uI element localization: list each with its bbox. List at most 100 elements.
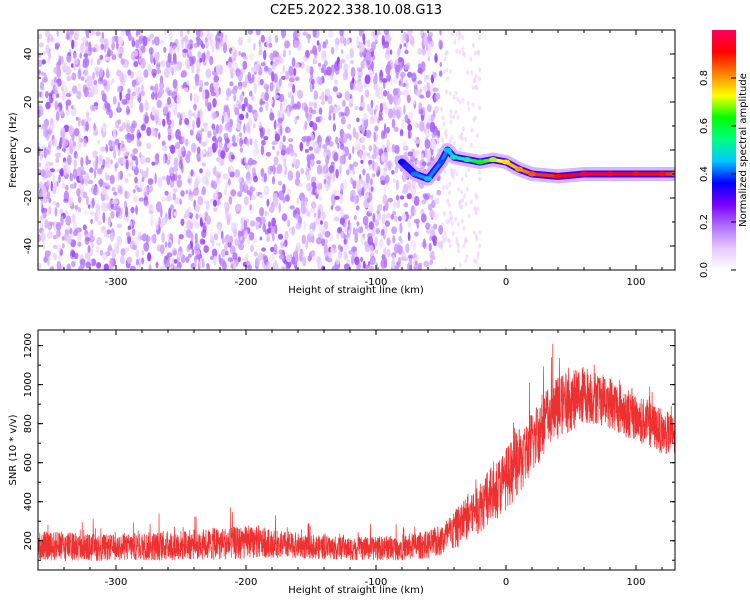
noise-blob bbox=[59, 169, 64, 176]
noise-blob bbox=[398, 215, 402, 222]
noise-blob bbox=[177, 237, 181, 246]
noise-blob bbox=[121, 30, 125, 36]
noise-blob bbox=[141, 257, 145, 265]
noise-blob bbox=[220, 150, 226, 160]
noise-blob bbox=[332, 86, 338, 93]
noise-blob bbox=[461, 50, 465, 56]
noise-blob bbox=[215, 64, 220, 74]
noise-blob bbox=[234, 169, 241, 178]
noise-blob bbox=[191, 55, 196, 64]
noise-blob bbox=[48, 197, 52, 204]
noise-blob bbox=[78, 117, 81, 127]
noise-blob bbox=[456, 248, 460, 254]
noise-blob bbox=[126, 231, 131, 238]
noise-blob bbox=[83, 138, 87, 148]
noise-blob bbox=[325, 136, 330, 146]
noise-blob bbox=[471, 43, 475, 48]
noise-blob bbox=[443, 231, 447, 237]
noise-blob bbox=[306, 173, 311, 179]
noise-blob bbox=[329, 105, 334, 114]
noise-blob bbox=[42, 242, 45, 250]
noise-blob bbox=[224, 34, 228, 44]
snr-xtick-label: -200 bbox=[235, 577, 258, 588]
noise-blob bbox=[242, 184, 249, 194]
noise-blob bbox=[408, 111, 414, 120]
noise-blob bbox=[434, 105, 439, 113]
noise-blob bbox=[245, 112, 249, 119]
noise-blob bbox=[258, 252, 263, 261]
noise-blob bbox=[444, 235, 448, 241]
noise-blob bbox=[127, 88, 131, 95]
noise-blob bbox=[397, 257, 401, 268]
noise-blob bbox=[148, 210, 154, 215]
noise-blob bbox=[179, 120, 182, 126]
noise-blob bbox=[441, 115, 445, 121]
noise-blob bbox=[102, 226, 105, 231]
noise-blob bbox=[392, 178, 396, 184]
noise-blob bbox=[250, 244, 254, 253]
noise-blob bbox=[127, 225, 131, 231]
noise-blob bbox=[49, 122, 56, 130]
noise-blob bbox=[100, 43, 105, 50]
noise-blob bbox=[237, 256, 241, 263]
noise-blob bbox=[411, 180, 416, 189]
noise-blob bbox=[191, 248, 195, 256]
noise-blob bbox=[41, 51, 46, 56]
noise-blob bbox=[358, 106, 364, 111]
noise-blob bbox=[117, 36, 123, 46]
noise-blob bbox=[335, 38, 339, 43]
noise-blob bbox=[351, 145, 355, 155]
noise-blob bbox=[172, 265, 176, 270]
noise-blob bbox=[172, 249, 177, 256]
noise-blob bbox=[399, 91, 403, 96]
noise-blob bbox=[189, 92, 193, 102]
noise-blob bbox=[205, 202, 210, 211]
noise-blob bbox=[318, 196, 322, 201]
noise-blob bbox=[104, 56, 111, 61]
noise-blob bbox=[167, 96, 171, 105]
noise-blob bbox=[452, 94, 456, 100]
noise-blob bbox=[195, 213, 199, 220]
noise-blob bbox=[430, 114, 434, 122]
noise-blob bbox=[209, 228, 213, 238]
noise-blob bbox=[41, 71, 45, 76]
noise-blob bbox=[258, 49, 263, 56]
noise-blob bbox=[394, 94, 398, 106]
noise-blob bbox=[243, 156, 247, 164]
noise-blob bbox=[318, 78, 323, 86]
noise-blob bbox=[351, 254, 354, 266]
noise-blob bbox=[133, 60, 139, 68]
noise-blob bbox=[204, 81, 210, 86]
noise-blob bbox=[283, 98, 288, 106]
noise-blob bbox=[464, 201, 468, 207]
noise-blob bbox=[358, 30, 363, 37]
noise-blob bbox=[396, 179, 399, 191]
noise-blob bbox=[229, 170, 235, 178]
noise-blob bbox=[353, 195, 357, 205]
noise-blob bbox=[260, 62, 266, 67]
noise-blob bbox=[271, 217, 276, 227]
noise-blob bbox=[334, 91, 340, 96]
noise-blob bbox=[394, 215, 398, 222]
noise-blob bbox=[386, 161, 392, 168]
noise-blob bbox=[99, 67, 103, 78]
noise-blob bbox=[239, 137, 243, 148]
noise-blob bbox=[201, 141, 207, 147]
noise-blob bbox=[425, 133, 430, 138]
noise-blob bbox=[284, 194, 290, 202]
noise-blob bbox=[190, 169, 194, 177]
noise-blob bbox=[95, 245, 100, 253]
noise-blob bbox=[117, 171, 121, 181]
noise-blob bbox=[395, 108, 402, 119]
noise-blob bbox=[93, 168, 97, 179]
noise-blob bbox=[415, 160, 421, 165]
noise-blob bbox=[144, 115, 149, 124]
noise-blob bbox=[197, 110, 201, 120]
noise-blob bbox=[131, 120, 137, 129]
spectrogram-xtick-label: 100 bbox=[626, 277, 645, 288]
noise-blob bbox=[399, 195, 405, 200]
noise-blob bbox=[383, 30, 389, 36]
noise-blob bbox=[321, 100, 325, 106]
noise-blob bbox=[96, 168, 103, 175]
noise-blob bbox=[117, 85, 122, 93]
